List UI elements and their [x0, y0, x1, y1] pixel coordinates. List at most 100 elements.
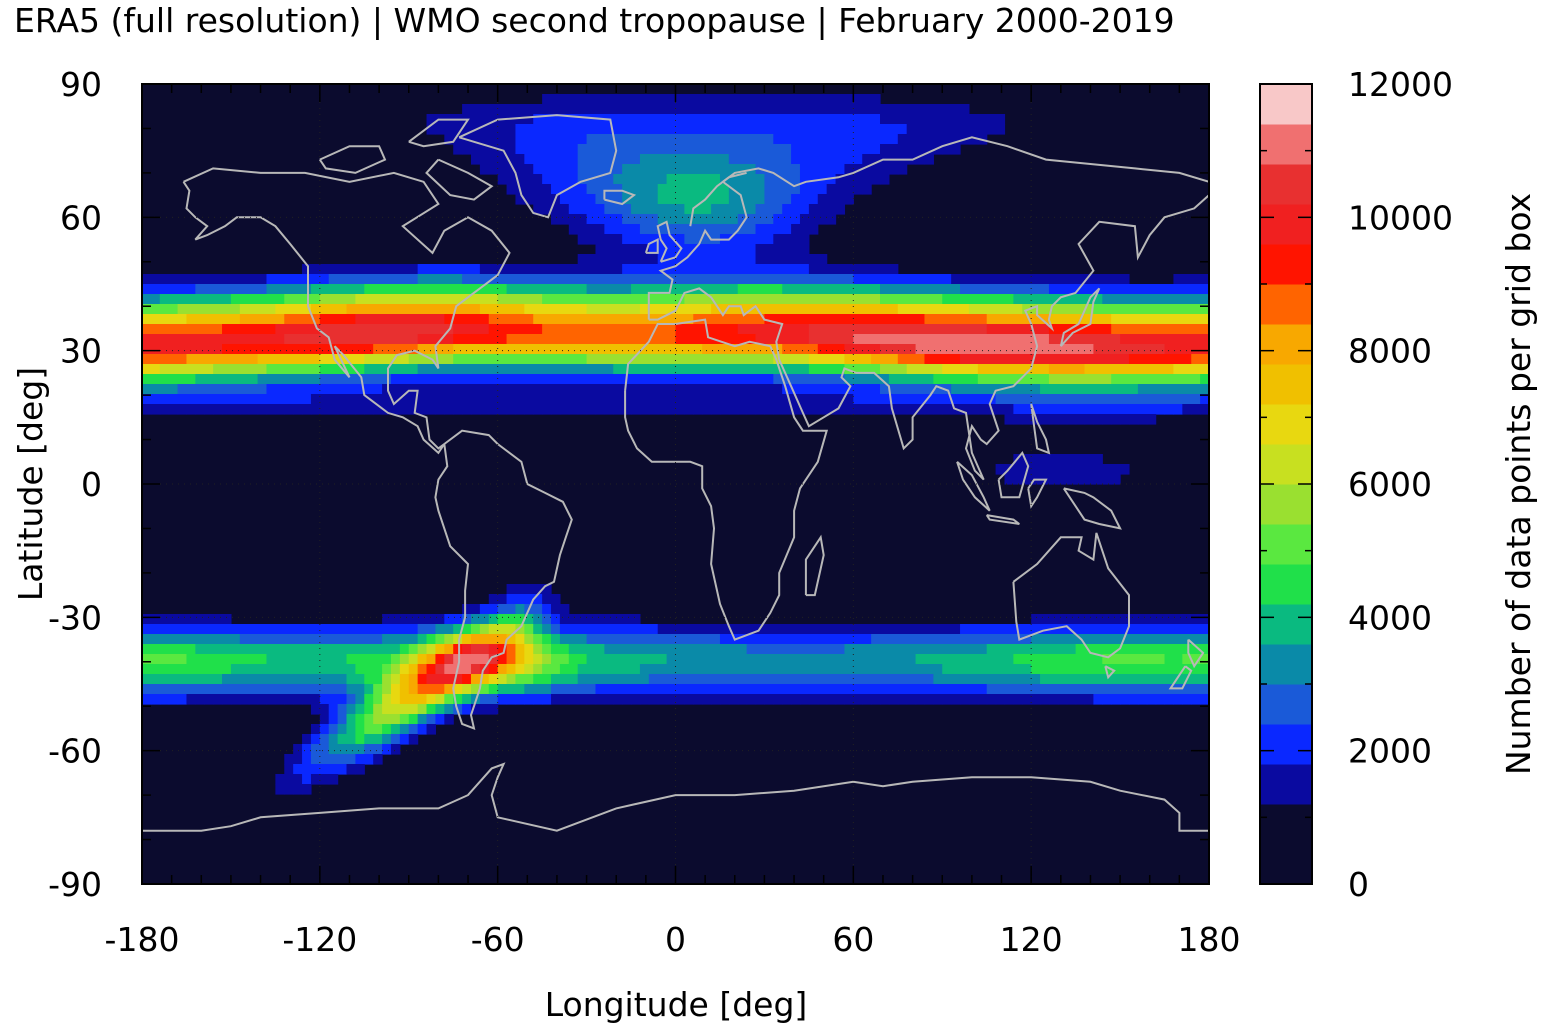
heatmap-cell: [533, 684, 543, 695]
heatmap-cell: [799, 344, 810, 355]
heatmap-cell: [559, 134, 570, 145]
heatmap-cell: [488, 294, 499, 305]
heatmap-cell: [853, 664, 863, 675]
heatmap-cell: [222, 634, 232, 645]
heatmap-cell: [755, 194, 766, 205]
heatmap-cell: [435, 264, 445, 275]
heatmap-cell: [319, 674, 330, 685]
heatmap-cell: [791, 364, 801, 375]
heatmap-cell: [1200, 314, 1209, 325]
heatmap-cell: [1155, 404, 1166, 415]
heatmap-cell: [1146, 324, 1157, 335]
heatmap-cell: [1155, 634, 1166, 645]
heatmap-cell: [755, 354, 766, 365]
heatmap-cell: [195, 694, 205, 705]
heatmap-cell: [639, 394, 650, 405]
heatmap-cell: [1004, 634, 1014, 645]
heatmap-cell: [462, 324, 472, 335]
heatmap-cell: [808, 364, 819, 375]
heatmap-cell: [373, 664, 383, 675]
heatmap-cell: [346, 364, 356, 375]
heatmap-cell: [328, 724, 339, 735]
heatmap-cell: [1173, 324, 1183, 335]
heatmap-cell: [551, 624, 561, 635]
heatmap-cell: [844, 144, 854, 155]
heatmap-cell: [622, 634, 632, 645]
heatmap-cell: [1191, 354, 1201, 365]
heatmap-cell: [728, 304, 739, 315]
heatmap-cell: [1102, 374, 1112, 385]
heatmap-cell: [782, 224, 792, 235]
heatmap-cell: [666, 674, 677, 685]
heatmap-cell: [204, 274, 214, 285]
heatmap-cell: [577, 94, 588, 105]
heatmap-cell: [1093, 294, 1103, 305]
heatmap-cell: [1075, 464, 1086, 475]
heatmap-cell: [604, 374, 614, 385]
heatmap-cell: [150, 684, 161, 695]
heatmap-cell: [426, 264, 437, 275]
heatmap-cell: [693, 374, 703, 385]
heatmap-cell: [435, 284, 445, 295]
heatmap-cell: [390, 614, 401, 625]
heatmap-cell: [1048, 334, 1059, 345]
heatmap-cell: [915, 294, 926, 305]
heatmap-cell: [1173, 644, 1183, 655]
heatmap-cell: [150, 294, 161, 305]
heatmap-cell: [1164, 344, 1175, 355]
grid-lines: [142, 84, 1209, 884]
heatmap-cell: [622, 304, 632, 315]
heatmap-cell: [675, 404, 685, 415]
heatmap-cell: [426, 714, 437, 725]
heatmap-cell: [275, 304, 285, 315]
heatmap-cell: [1022, 354, 1032, 365]
heatmap-cell: [1031, 394, 1041, 405]
heatmap-cell: [933, 694, 943, 705]
heatmap-cell: [933, 394, 943, 405]
heatmap-cell: [1173, 294, 1183, 305]
heatmap-cell: [142, 384, 152, 395]
heatmap-cell: [995, 404, 1006, 415]
heatmap-cell: [782, 174, 792, 185]
heatmap-cell: [1128, 304, 1139, 315]
heatmap-cell: [275, 364, 285, 375]
heatmap-cell: [542, 134, 552, 145]
heatmap-cell: [657, 404, 668, 415]
heatmap-cell: [897, 664, 908, 675]
heatmap-cell: [1111, 634, 1121, 645]
heatmap-cell: [586, 204, 597, 215]
heatmap-cell: [631, 244, 641, 255]
heatmap-cell: [773, 394, 783, 405]
heatmap-cell: [791, 674, 801, 685]
heatmap-cell: [622, 214, 632, 225]
heatmap-cell: [302, 304, 312, 315]
heatmap-cell: [408, 654, 419, 665]
heatmap-cell: [933, 124, 943, 135]
heatmap-cell: [631, 374, 641, 385]
heatmap-cell: [1155, 294, 1166, 305]
heatmap-cell: [675, 654, 685, 665]
heatmap-cell: [186, 284, 196, 295]
heatmap-cell: [488, 364, 499, 375]
heatmap-cell: [853, 294, 863, 305]
heatmap-cell: [1155, 314, 1166, 325]
heatmap-cell: [1146, 624, 1157, 635]
heatmap-cell: [1200, 654, 1209, 665]
heatmap-cell: [319, 664, 330, 675]
heatmap-cell: [711, 94, 721, 105]
heatmap-cell: [222, 624, 232, 635]
heatmap-cell: [551, 104, 561, 115]
heatmap-cell: [613, 284, 623, 295]
heatmap-cell: [968, 114, 979, 125]
heatmap-cell: [159, 654, 170, 665]
heatmap-cell: [382, 334, 392, 345]
heatmap-cell: [186, 294, 196, 305]
heatmap-cell: [168, 624, 179, 635]
heatmap-cell: [248, 634, 259, 645]
heatmap-cell: [346, 744, 356, 755]
heatmap-cell: [1173, 634, 1183, 645]
heatmap-cell: [497, 694, 508, 705]
heatmap-cell: [230, 394, 241, 405]
heatmap-cell: [657, 94, 668, 105]
heatmap-cell: [613, 404, 623, 415]
